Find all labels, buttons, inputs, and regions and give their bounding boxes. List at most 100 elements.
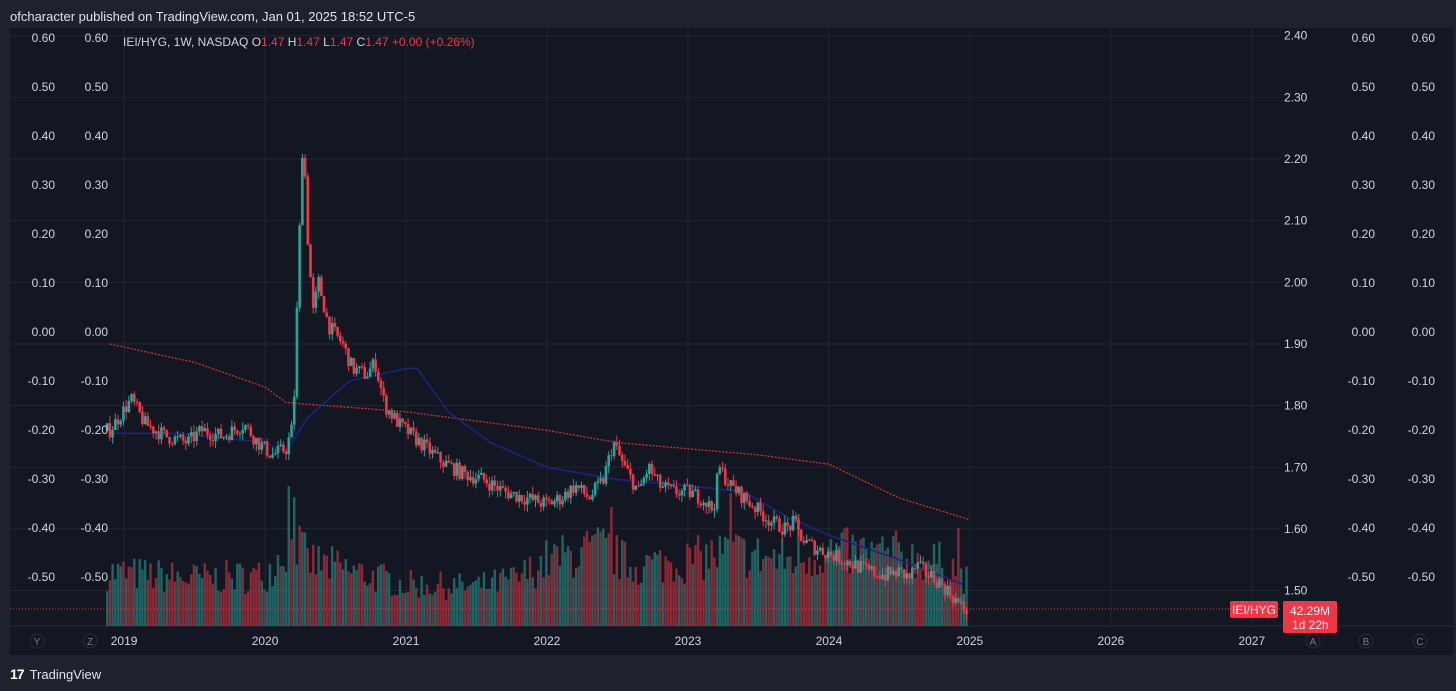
candle-body [490,480,494,491]
candle-body [292,396,296,425]
candle-body [474,479,478,484]
volume-bar [547,575,551,626]
candle-body [601,478,605,484]
volume-bar [732,541,735,626]
volume-bar [336,550,339,626]
candle-body [376,372,380,381]
volume-bar [485,588,488,626]
candle-body [149,425,152,427]
volume-bar [588,541,591,626]
volume-bar [181,580,185,626]
volume-bar [168,579,171,626]
candle-body [653,473,657,476]
candle-body [759,502,762,512]
axis-toggle-button[interactable] [1412,633,1428,649]
volume-bar [808,557,811,626]
axis-toggle-button[interactable] [1358,633,1374,649]
tradingview-brand[interactable]: TradingView [29,666,102,682]
osc-right-tick-label: 0.10 [1352,276,1376,290]
candle-body [794,515,798,520]
axis-toggle-label[interactable]: A [1310,637,1317,648]
volume-bar [295,564,299,626]
osc-left-tick-label: 0.40 [32,129,56,143]
volume-bar [488,588,491,626]
volume-bar [539,556,543,626]
volume-bar [507,579,510,626]
candle-body [669,484,673,486]
volume-bar [217,590,220,626]
axis-toggle-label[interactable]: B [1363,637,1370,648]
candle-body [612,442,616,457]
candle-body [661,486,665,488]
volume-bar [840,532,844,626]
candle-body [507,491,510,499]
volume-bar [951,558,955,626]
volume-bar [875,544,879,626]
osc-left-tick-label: 0.40 [85,129,109,143]
candle-body [398,418,402,427]
candle-body [648,463,651,474]
volume-bar [818,565,822,626]
axis-toggle-button[interactable] [82,633,98,649]
candle-body [688,484,692,498]
volume-bar [924,563,928,626]
time-tick-label: 2022 [534,634,561,648]
axis-toggle-label[interactable]: Y [34,637,41,648]
axis-toggle-label[interactable]: C [1416,637,1423,648]
legend-part: 1.47 [365,35,392,49]
osc-left-tick-label: 0.20 [85,227,109,241]
volume-bar [504,576,507,626]
candle-body [870,566,873,569]
candle-body [442,462,445,467]
candle-body [241,429,245,434]
legend-part: 1.47 [296,35,323,49]
candle-body [591,494,594,500]
price-tick-label: 1.60 [1284,522,1308,536]
candle-body [320,277,323,297]
candle-body [675,486,678,495]
axis-toggle-button[interactable] [1305,633,1321,649]
volume-bar [713,557,716,626]
volume-bar [135,588,139,626]
axis-toggle-button[interactable] [29,633,45,649]
candle-body [458,462,461,479]
candle-body [775,516,779,519]
volume-bar [846,527,849,626]
candle-body [244,425,247,430]
volume-bar [816,574,819,626]
candle-body [284,451,288,455]
volume-bar [661,582,665,626]
candle-body [341,341,345,344]
volume-bar [688,547,692,626]
volume-bar [428,593,431,626]
volume-bar [848,573,852,626]
osc-left-tick-label: 0.10 [32,276,56,290]
volume-bar [927,560,930,626]
osc-left-tick-label: -0.10 [28,374,56,388]
price-tick-label: 2.20 [1284,152,1308,166]
candle-body [767,520,770,526]
tradingview-logo-icon[interactable]: 17 [10,666,25,682]
osc-left-tick-label: 0.30 [85,178,109,192]
candle-body [905,573,909,579]
chart-svg[interactable]: 2.40 2.30 2.20 2.10 2.00 1.90 1.80 1.70 1.60 1.50… [10,28,1453,655]
candle-body [797,519,800,530]
candle-body [208,435,212,440]
candle-body [620,454,624,461]
candle-body [132,394,136,402]
volume-bar [436,583,440,626]
volume-bar [325,555,328,626]
axis-toggle-label[interactable]: Z [87,637,93,648]
volume-bar [634,566,637,626]
volume-bar [114,579,117,626]
candle-body [667,482,670,485]
volume-bar [585,530,589,626]
chart-panel[interactable]: 2.40 2.30 2.20 2.10 2.00 1.90 1.80 1.70 1.60 1.50… [10,28,1453,655]
osc-right-tick-label: -0.20 [1408,423,1436,437]
candle-body [200,426,204,432]
volume-bar [412,579,415,626]
candle-body [130,394,133,401]
footer[interactable]: 17 TradingView [10,664,101,684]
candle-body [881,574,884,579]
volume-bar [943,583,947,626]
